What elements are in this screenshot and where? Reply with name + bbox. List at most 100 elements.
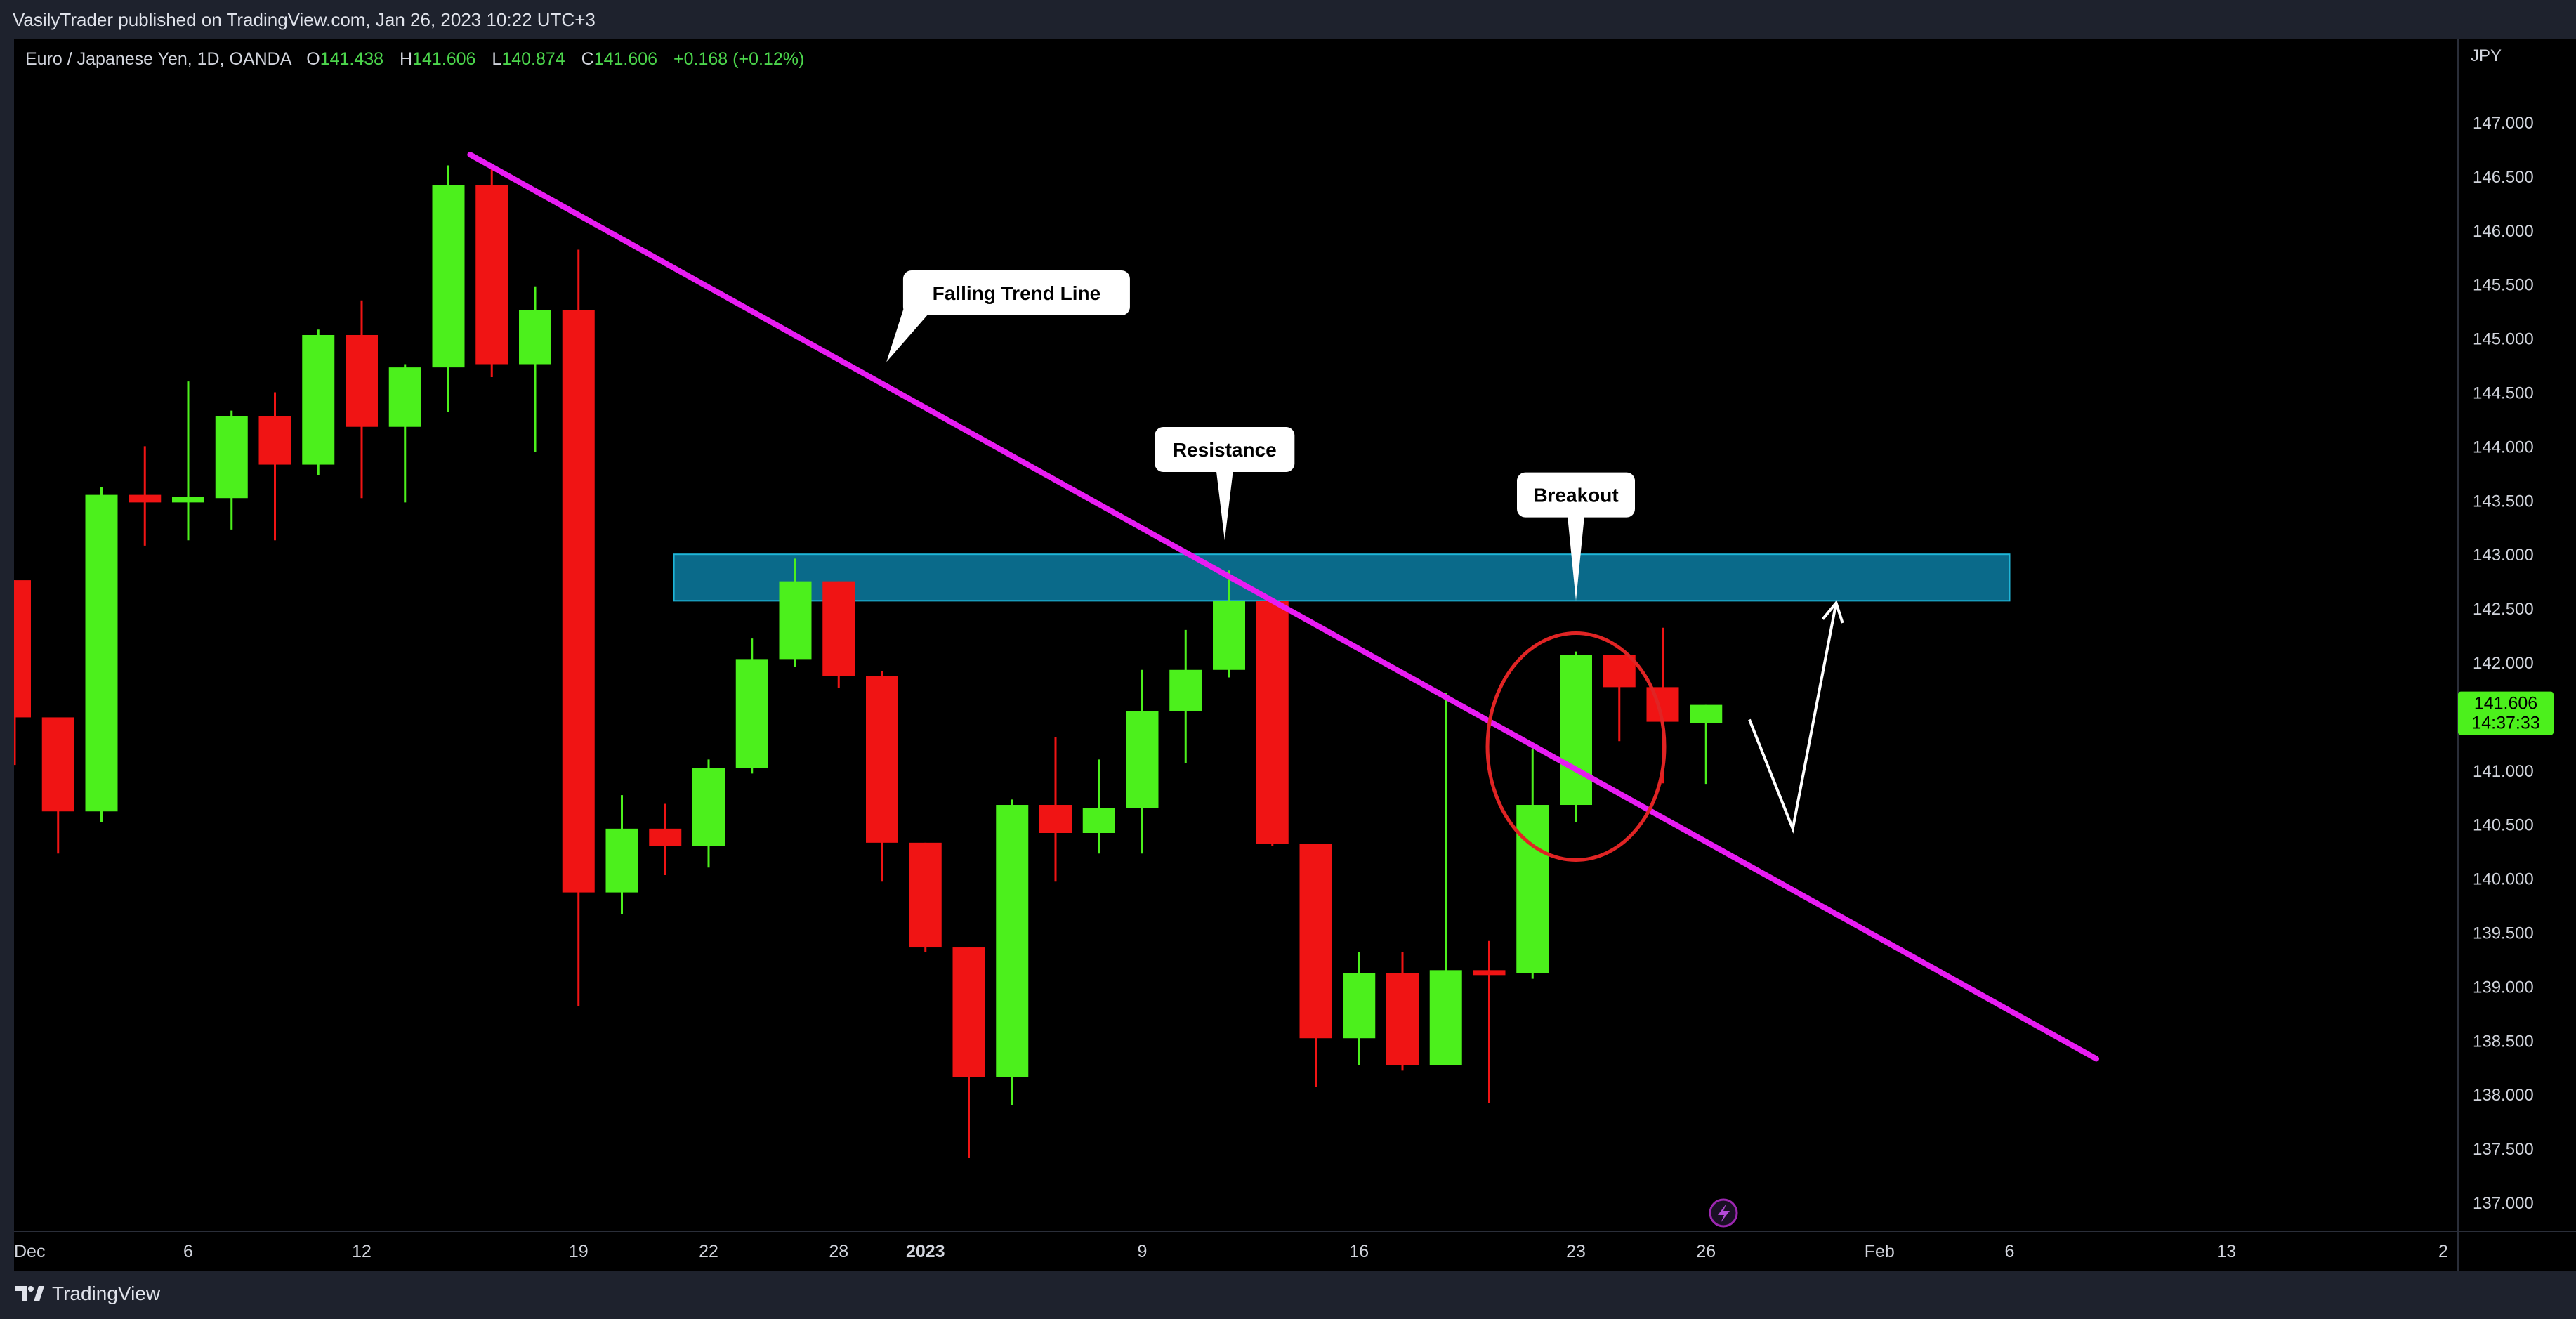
change-value: +0.168 (+0.12%) [673,49,805,69]
candle [85,487,118,822]
callout-label: Falling Trend Line [933,282,1101,304]
candle [1082,759,1115,854]
y-tick-label: 143.500 [2473,492,2534,511]
high-value: 141.606 [412,49,476,69]
x-tick-label: 6 [183,1242,193,1261]
projection-path [1748,603,1838,834]
candle-body [996,805,1029,1077]
x-tick-label: Feb [1865,1242,1895,1261]
y-tick-label: 146.000 [2473,222,2534,241]
y-tick-label: 145.000 [2473,330,2534,349]
candle [562,249,595,1006]
last-price-value: 141.606 [2474,694,2537,714]
candle [1169,629,1202,763]
candle [1126,669,1159,854]
callout-pointer [1216,471,1233,541]
y-tick-label: 143.000 [2473,546,2534,565]
publisher-text: VasilyTrader published on TradingView.co… [13,9,596,30]
callout-pointer [1568,516,1584,601]
candle-body [735,659,768,768]
y-tick-label: 138.000 [2473,1086,2534,1105]
candle [1256,601,1289,846]
callout-box [1517,472,1635,518]
axes: 147.000 146.500 146.000 145.500 145.000 144.5… [14,39,2576,1271]
candle [129,446,162,546]
callout-box [902,270,1130,316]
symbol-legend[interactable]: Euro / Japanese Yen, 1D, OANDA O141.438 … [25,49,815,70]
lightning-icon[interactable] [1709,1198,1738,1228]
x-tick-label: 12 [352,1242,372,1261]
brand[interactable]: TradingView [14,1282,160,1305]
symbol-name: Euro / Japanese Yen, 1D, OANDA [25,49,292,69]
candle-body [85,494,118,812]
candle [215,410,248,530]
open-label: O [306,49,320,69]
candle-body [1603,655,1636,688]
x-tick-label: 26 [1696,1242,1716,1261]
candle [1429,693,1462,1065]
y-tick-label: 146.500 [2473,168,2534,187]
candle-body [519,310,551,365]
callout-falling-trend-line: Falling Trend Line [886,270,1130,362]
x-tick-label: 2023 [906,1242,945,1261]
x-tick-label: 19 [569,1242,589,1261]
candle [1299,844,1332,1087]
candle-body [258,416,291,465]
candle-body [649,828,682,846]
x-tick-label: 22 [699,1242,718,1261]
candle-body [1343,973,1376,1039]
callout-breakout: Breakout [1517,472,1635,601]
candle [1473,940,1506,1103]
candle-body [822,581,855,676]
candle [779,558,812,667]
candle-body [605,828,638,893]
callout-resistance: Resistance [1155,427,1295,541]
callout-label: Resistance [1173,439,1277,461]
last-price-badge [2458,691,2554,735]
candle-body [1560,655,1592,806]
resistance-zone [673,553,2011,602]
resistance-zone-layer [673,553,2011,602]
x-tick-label: 28 [829,1242,848,1261]
candle-body [346,334,378,427]
candle [996,799,1029,1105]
candle-body [41,717,74,812]
candle [1213,570,1245,678]
high-label: H [400,49,413,69]
candle [692,759,725,868]
y-tick-label: 137.500 [2473,1140,2534,1159]
candle [1386,952,1419,1071]
y-tick-label: 147.000 [2473,114,2534,133]
candle-body [1039,805,1072,834]
open-value: 141.438 [320,49,384,69]
lightning-icon-bolt [1718,1204,1730,1223]
candle-body [215,416,248,499]
low-value: 140.874 [501,49,565,69]
callouts: Falling Trend Line Resistance Breakout [886,270,1635,601]
y-tick-label: 137.000 [2473,1194,2534,1213]
close-value: 141.606 [593,49,658,69]
candle-body [562,310,595,893]
x-tick-label: 16 [1349,1242,1369,1261]
callout-box [1155,427,1295,473]
drawings [467,152,2099,1062]
candle [1560,651,1592,822]
candle-body [1690,704,1723,723]
footer-bar [0,1271,2576,1319]
candle-body [14,580,31,718]
candle-body [432,185,465,368]
candle [14,580,31,766]
y-tick-label: 142.000 [2473,654,2534,673]
y-tick-label: 140.500 [2473,816,2534,835]
candle [388,364,421,503]
low-label: L [492,49,502,69]
candle [735,638,768,774]
y-tick-label: 140.000 [2473,870,2534,889]
candle-body [1516,805,1549,973]
candle [1516,749,1549,979]
candle-body [1429,970,1462,1065]
candle [1603,655,1636,742]
candle [909,842,942,952]
x-tick-label: 2 [2438,1242,2448,1261]
